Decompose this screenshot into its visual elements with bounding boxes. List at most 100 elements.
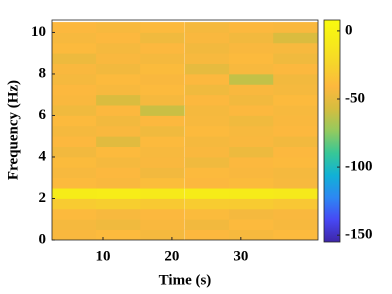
heatmap-cell — [52, 42, 97, 54]
heatmap-cell — [229, 229, 274, 240]
heatmap-cell — [140, 22, 185, 33]
heatmap-cell — [185, 125, 230, 137]
heatmap-cell — [52, 167, 97, 179]
heatmap-cell — [229, 177, 274, 189]
heatmap-cell — [229, 188, 274, 199]
heatmap-cell — [96, 177, 141, 189]
heatmap-cell — [273, 84, 318, 96]
heatmap-cell — [96, 167, 141, 179]
heatmap-cell — [96, 94, 141, 106]
heatmap-cell — [273, 63, 318, 75]
heatmap-cell — [96, 188, 141, 199]
heatmap-cell — [52, 22, 97, 33]
heatmap-cell — [229, 73, 274, 85]
colorbar-tick-label: -50 — [345, 90, 365, 106]
heatmap-cell — [185, 188, 230, 199]
heatmap-cell — [185, 73, 230, 85]
heatmap-cell — [140, 136, 185, 148]
heatmap-cell — [52, 94, 97, 106]
heatmap-cell — [140, 73, 185, 85]
colorbar — [323, 19, 341, 243]
heatmap-cell — [140, 53, 185, 64]
heatmap-cell — [273, 73, 318, 85]
heatmap-cell — [140, 167, 185, 179]
heatmap — [52, 22, 318, 240]
heatmap-cell — [140, 32, 185, 44]
heatmap-cell — [185, 22, 230, 33]
y-tick-label: 10 — [31, 24, 46, 40]
y-tick-label: 8 — [39, 65, 47, 81]
heatmap-cell — [229, 156, 274, 168]
heatmap-cell — [140, 42, 185, 54]
heatmap-cell — [140, 219, 185, 231]
y-tick-label: 2 — [39, 190, 47, 206]
heatmap-cell — [96, 73, 141, 85]
heatmap-cell — [273, 94, 318, 106]
heatmap-cell — [96, 22, 141, 33]
heatmap-cell — [185, 146, 230, 158]
x-tick-label: 20 — [164, 248, 179, 264]
heatmap-cell — [96, 156, 141, 168]
heatmap-cell — [140, 229, 185, 240]
heatmap-cell — [229, 53, 274, 64]
heatmap-cell — [185, 167, 230, 179]
x-tick-label: 30 — [233, 248, 248, 264]
heatmap-cell — [273, 198, 318, 210]
x-tick-label: 10 — [95, 248, 110, 264]
heatmap-cell — [52, 84, 97, 96]
heatmap-cell — [52, 156, 97, 168]
heatmap-cell — [229, 32, 274, 44]
heatmap-cell — [52, 146, 97, 158]
heatmap-cell — [96, 219, 141, 231]
heatmap-cell — [273, 105, 318, 116]
heatmap-cell — [96, 84, 141, 96]
plot-frame — [51, 19, 319, 241]
heatmap-cell — [273, 125, 318, 137]
heatmap-cell — [229, 125, 274, 137]
heatmap-cell — [273, 229, 318, 240]
heatmap-cell — [140, 94, 185, 106]
heatmap-cell — [273, 156, 318, 168]
colorbar-tick-label: -150 — [345, 227, 373, 243]
heatmap-cell — [52, 177, 97, 189]
heatmap-cell — [96, 146, 141, 158]
heatmap-cell — [185, 219, 230, 231]
heatmap-cell — [52, 229, 97, 240]
heatmap-cell — [96, 115, 141, 127]
heatmap-cell — [140, 105, 185, 116]
heatmap-cell — [140, 188, 185, 199]
heatmap-cell — [273, 208, 318, 220]
heatmap-cell — [273, 115, 318, 127]
heatmap-cell — [185, 42, 230, 54]
heatmap-cell — [185, 177, 230, 189]
heatmap-cell — [140, 208, 185, 220]
heatmap-cell — [52, 63, 97, 75]
heatmap-cell — [52, 219, 97, 231]
heatmap-cell — [185, 53, 230, 64]
heatmap-cell — [52, 125, 97, 137]
heatmap-cell — [229, 167, 274, 179]
heatmap-cell — [229, 22, 274, 33]
heatmap-cell — [140, 198, 185, 210]
heatmap-cell — [140, 177, 185, 189]
heatmap-cell — [185, 208, 230, 220]
heatmap-cell — [52, 188, 97, 199]
heatmap-cell — [96, 42, 141, 54]
y-tick-label: 6 — [39, 107, 47, 123]
heatmap-cell — [229, 105, 274, 116]
heatmap-cell — [185, 156, 230, 168]
heatmap-cell — [96, 53, 141, 64]
heatmap-cell — [52, 32, 97, 44]
heatmap-cell — [185, 136, 230, 148]
heatmap-cell — [140, 156, 185, 168]
heatmap-cell — [96, 229, 141, 240]
heatmap-cell — [229, 63, 274, 75]
heatmap-cell — [273, 167, 318, 179]
heatmap-cell — [229, 219, 274, 231]
heatmap-cell — [140, 125, 185, 137]
heatmap-cell — [229, 84, 274, 96]
heatmap-cell — [273, 219, 318, 231]
heatmap-cell — [52, 208, 97, 220]
heatmap-cell — [96, 32, 141, 44]
